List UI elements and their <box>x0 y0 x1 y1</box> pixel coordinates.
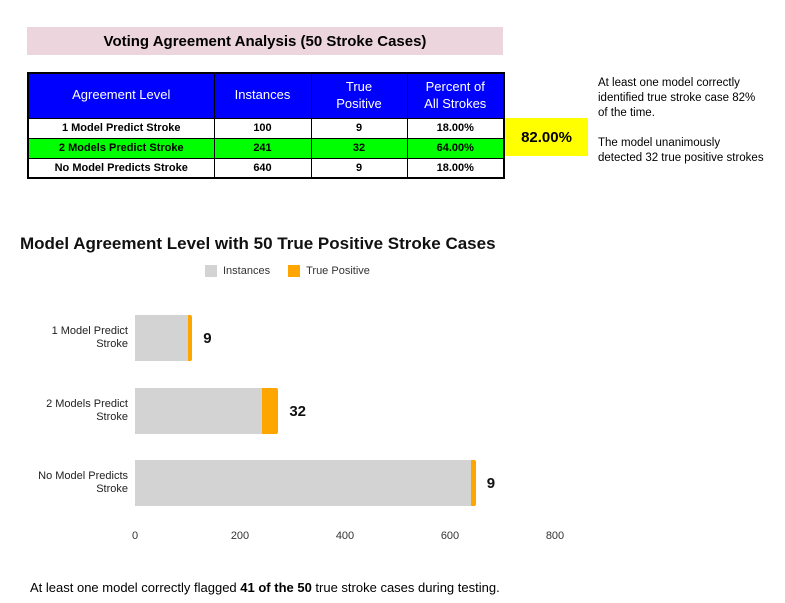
footer-suffix: true stroke cases during testing. <box>311 580 500 595</box>
category-label: 1 Model Predict Stroke <box>51 325 128 350</box>
category-label: 2 Models Predict Stroke <box>46 398 128 423</box>
report-title: Voting Agreement Analysis (50 Stroke Cas… <box>103 32 427 50</box>
chart-bar-row: 1 Model Predict Stroke 9 <box>0 315 785 361</box>
cell-instances: 640 <box>213 157 312 179</box>
instances-bar-segment <box>135 315 188 361</box>
chart-title: Model Agreement Level with 50 True Posit… <box>20 234 496 253</box>
chart-legend: Instances True Positive <box>205 265 370 277</box>
legend-label-instances: Instances <box>223 265 271 277</box>
x-axis-tick: 0 <box>131 530 139 542</box>
footer-caption: At least one model correctly flagged 41 … <box>30 580 500 595</box>
x-axis-tick: 800 <box>545 530 565 542</box>
table-row: 1 Model Predict Stroke 100 9 18.00% <box>27 117 505 139</box>
cell-percent: 64.00% <box>406 137 505 159</box>
legend-item-instances: Instances <box>205 265 270 277</box>
chart-bar-row: 2 Models Predict Stroke 32 <box>0 388 785 434</box>
cell-percent: 18.00% <box>406 157 505 179</box>
overall-percent-value: 82.00% <box>521 128 572 146</box>
instances-swatch-icon <box>205 265 217 277</box>
table-header-row: Agreement Level Instances True Positive … <box>27 72 505 119</box>
x-axis: 0 200 400 600 800 <box>0 530 785 546</box>
table-row: No Model Predicts Stroke 640 9 18.00% <box>27 157 505 179</box>
cell-agreement-level: 2 Models Predict Stroke <box>27 137 215 159</box>
report-title-bar: Voting Agreement Analysis (50 Stroke Cas… <box>27 27 503 55</box>
agreement-table: Agreement Level Instances True Positive … <box>27 72 505 179</box>
cell-percent: 18.00% <box>406 117 505 139</box>
x-axis-tick: 200 <box>230 530 250 542</box>
table-row: 2 Models Predict Stroke 241 32 64.00% <box>27 137 505 159</box>
bar-value-label: 32 <box>289 402 306 420</box>
cell-true-positive: 9 <box>310 157 408 179</box>
category-label: No Model Predicts Stroke <box>38 470 128 495</box>
chart-bar-row: No Model Predicts Stroke 9 <box>0 460 785 506</box>
cell-agreement-level: 1 Model Predict Stroke <box>27 117 215 139</box>
true-positive-bar-segment <box>187 315 193 361</box>
true-positive-bar-segment <box>471 460 476 506</box>
x-axis-tick: 600 <box>440 530 460 542</box>
x-axis-tick: 400 <box>335 530 355 542</box>
cell-instances: 241 <box>213 137 312 159</box>
column-header-instances: Instances <box>213 72 312 119</box>
cell-true-positive: 9 <box>310 117 408 139</box>
legend-label-true-positive: True Positive <box>306 265 370 277</box>
footer-prefix: At least one model correctly flagged <box>30 580 241 595</box>
overall-percent-highlight: 82.00% <box>505 118 588 156</box>
cell-agreement-level: No Model Predicts Stroke <box>27 157 215 179</box>
cell-true-positive: 32 <box>310 137 408 159</box>
column-header-true-positive: True Positive <box>310 72 408 119</box>
column-header-percent: Percent of All Strokes <box>406 72 505 119</box>
bar-value-label: 9 <box>203 329 212 347</box>
instances-bar-segment <box>135 388 262 434</box>
table-annotation: At least one model correctly identified … <box>598 77 764 164</box>
instances-bar-segment <box>135 460 471 506</box>
true-positive-bar-segment <box>261 388 279 434</box>
column-header-agreement-level: Agreement Level <box>27 72 215 119</box>
bar-value-label: 9 <box>486 474 496 492</box>
footer-bold-value: 41 of the 50 <box>240 580 312 595</box>
cell-instances: 100 <box>213 117 312 139</box>
legend-item-true-positive: True Positive <box>288 265 370 277</box>
true-positive-swatch-icon <box>288 265 301 277</box>
